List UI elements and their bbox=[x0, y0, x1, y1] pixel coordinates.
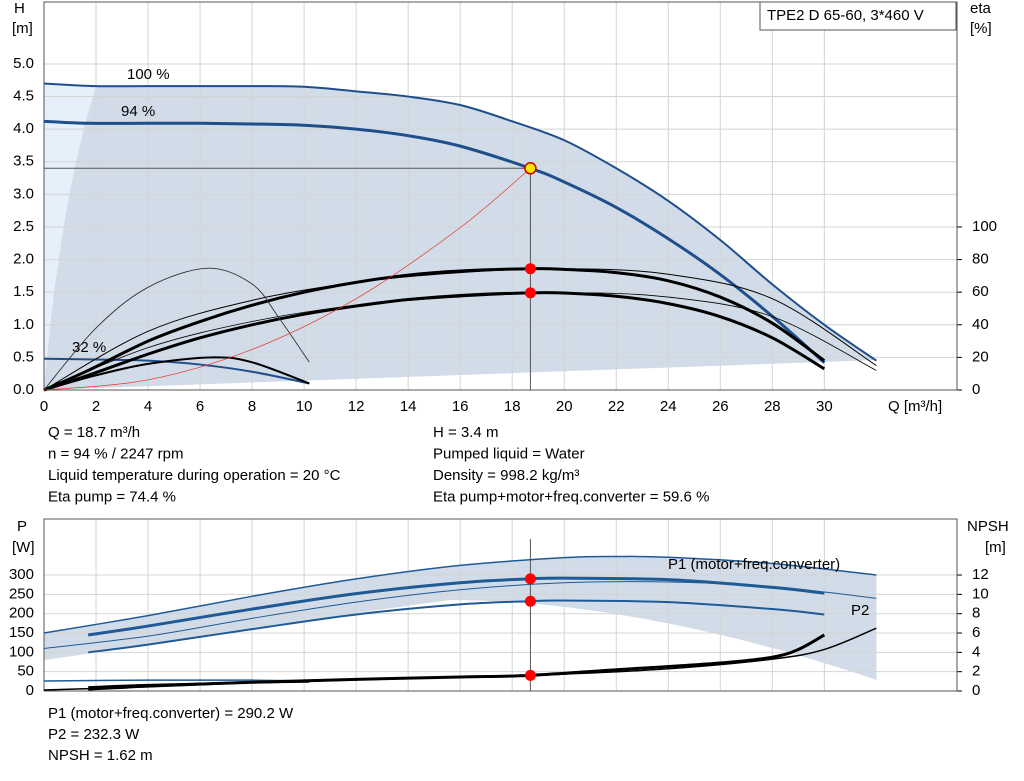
x-tick-label: 2 bbox=[92, 398, 100, 415]
y-tick-label: 1.5 bbox=[13, 283, 34, 300]
y-tick-label: 5.0 bbox=[13, 55, 34, 72]
curve bbox=[43, 292, 877, 391]
axis-label: P bbox=[17, 518, 27, 535]
info-text: n = 94 % / 2247 rpm bbox=[48, 445, 184, 462]
operating-point bbox=[524, 162, 537, 175]
axis-label: H bbox=[14, 0, 25, 17]
y-tick-label: 50 bbox=[17, 663, 34, 680]
y-tick-label: 100 bbox=[9, 643, 34, 660]
y2-tick-label: 10 bbox=[972, 585, 989, 602]
curve bbox=[43, 357, 310, 385]
curve bbox=[43, 268, 877, 391]
y2-tick-label: 0 bbox=[972, 682, 980, 699]
y-tick-label: 4.5 bbox=[13, 88, 34, 105]
operating-point bbox=[524, 669, 536, 681]
y2-tick-label: 4 bbox=[972, 643, 980, 660]
x-tick-label: 28 bbox=[764, 398, 781, 415]
x-tick-label: 0 bbox=[40, 398, 48, 415]
y-tick-label: 150 bbox=[9, 624, 34, 641]
chart-title: TPE2 D 65-60, 3*460 V bbox=[767, 7, 924, 24]
x-tick-label: 14 bbox=[400, 398, 417, 415]
info-text: Q = 18.7 m³/h bbox=[48, 424, 140, 441]
axis-label: eta bbox=[970, 0, 992, 17]
axis-label: [%] bbox=[970, 20, 992, 37]
series-label: 100 % bbox=[127, 66, 170, 83]
curve bbox=[43, 291, 826, 392]
operating-point bbox=[524, 573, 536, 585]
y2-tick-label: 80 bbox=[972, 251, 989, 268]
y2-tick-label: 2 bbox=[972, 663, 980, 680]
curve bbox=[43, 267, 826, 392]
y-tick-label: 300 bbox=[9, 566, 34, 583]
axis-label: Q [m³/h] bbox=[888, 398, 942, 415]
curve bbox=[43, 555, 877, 634]
info-text: Liquid temperature during operation = 20… bbox=[48, 467, 341, 484]
axis-label: [W] bbox=[12, 539, 35, 556]
series-label: 32 % bbox=[72, 339, 106, 356]
x-tick-label: 16 bbox=[452, 398, 469, 415]
title-box bbox=[759, 1, 957, 31]
info-text: P2 = 232.3 W bbox=[48, 726, 140, 743]
y2-tick-label: 12 bbox=[972, 566, 989, 583]
x-tick-label: 10 bbox=[296, 398, 313, 415]
y-tick-label: 1.0 bbox=[13, 316, 34, 333]
curve bbox=[43, 267, 310, 391]
y2-tick-label: 40 bbox=[972, 316, 989, 333]
x-tick-label: 22 bbox=[608, 398, 625, 415]
curve bbox=[87, 576, 825, 637]
operating-point bbox=[524, 263, 536, 275]
info-text: P1 (motor+freq.converter) = 290.2 W bbox=[48, 705, 294, 722]
y-tick-label: 2.0 bbox=[13, 251, 34, 268]
y2-tick-label: 100 bbox=[972, 218, 997, 235]
y-tick-label: 250 bbox=[9, 585, 34, 602]
x-tick-label: 30 bbox=[816, 398, 833, 415]
y-tick-label: 3.5 bbox=[13, 153, 34, 170]
y-tick-label: 200 bbox=[9, 605, 34, 622]
curve bbox=[43, 356, 310, 391]
curve bbox=[43, 168, 531, 391]
y2-tick-label: 0 bbox=[972, 381, 980, 398]
axis-label: [m] bbox=[12, 20, 33, 37]
info-text: Eta pump = 74.4 % bbox=[48, 488, 176, 505]
y2-tick-label: 6 bbox=[972, 624, 980, 641]
curve bbox=[43, 119, 826, 364]
x-tick-label: 6 bbox=[196, 398, 204, 415]
info-text: NPSH = 1.62 m bbox=[48, 747, 153, 764]
info-text: H = 3.4 m bbox=[433, 424, 498, 441]
info-text: Density = 998.2 kg/m³ bbox=[433, 467, 579, 484]
curve bbox=[88, 599, 825, 654]
y-tick-label: 3.0 bbox=[13, 185, 34, 202]
x-tick-label: 24 bbox=[660, 398, 677, 415]
y-tick-label: 0.0 bbox=[13, 381, 34, 398]
series-label: P2 bbox=[851, 602, 869, 619]
curve bbox=[43, 581, 877, 649]
axis-label: NPSH bbox=[967, 518, 1009, 535]
y2-tick-label: 60 bbox=[972, 283, 989, 300]
y-tick-label: 4.0 bbox=[13, 120, 34, 137]
series-label: P1 (motor+freq.converter) bbox=[668, 556, 840, 573]
y-tick-label: 0.5 bbox=[13, 348, 34, 365]
y2-tick-label: 20 bbox=[972, 348, 989, 365]
operating-point bbox=[524, 287, 536, 299]
info-text: Pumped liquid = Water bbox=[433, 445, 585, 462]
axis-label: [m] bbox=[985, 539, 1006, 556]
plot-frame bbox=[43, 518, 958, 692]
x-tick-label: 4 bbox=[144, 398, 152, 415]
operating-point bbox=[524, 595, 536, 607]
range-left bbox=[44, 83, 97, 390]
y-tick-label: 2.5 bbox=[13, 218, 34, 235]
x-tick-label: 8 bbox=[248, 398, 256, 415]
curve bbox=[43, 627, 877, 691]
info-text: Eta pump+motor+freq.converter = 59.6 % bbox=[433, 488, 709, 505]
plot-frame bbox=[43, 1, 958, 391]
y2-tick-label: 8 bbox=[972, 605, 980, 622]
x-tick-label: 18 bbox=[504, 398, 521, 415]
x-tick-label: 20 bbox=[556, 398, 573, 415]
y-tick-label: 0 bbox=[26, 682, 34, 699]
curve bbox=[43, 82, 877, 362]
x-tick-label: 26 bbox=[712, 398, 729, 415]
series-label: 94 % bbox=[121, 103, 155, 120]
x-tick-label: 12 bbox=[348, 398, 365, 415]
